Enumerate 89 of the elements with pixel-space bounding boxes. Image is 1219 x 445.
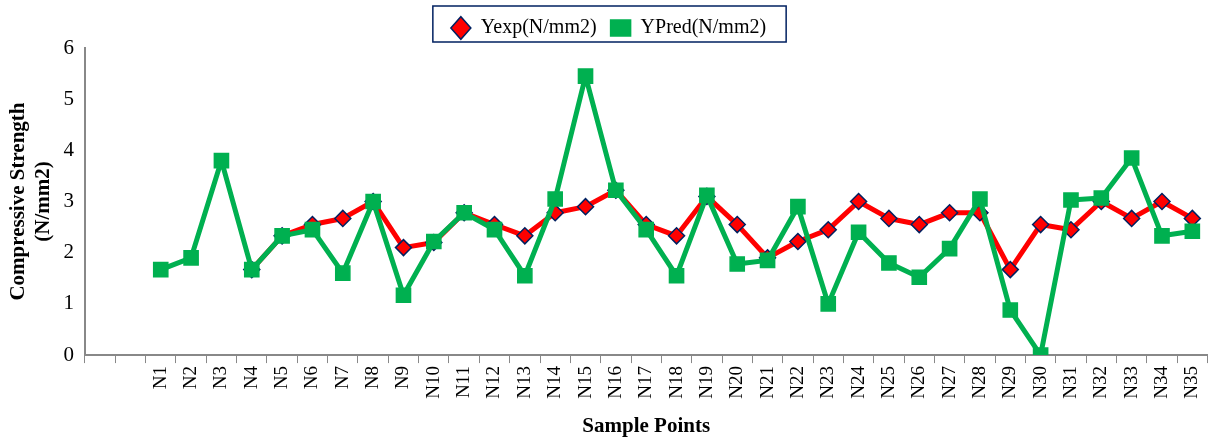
point [304,221,321,238]
y-tick-label: 6 [63,34,74,59]
point [576,197,595,216]
x-tick-label: N25 [876,366,898,399]
point [940,204,959,222]
point [910,215,929,234]
x-tick-label: N19 [694,366,716,399]
x-tick-label: N24 [846,365,868,399]
x-tick-label: N13 [512,366,534,399]
point [1123,150,1140,166]
x-tick-label: N18 [664,366,686,399]
point [850,224,867,241]
x-tick-label: N15 [573,366,595,399]
point [1093,190,1110,206]
point [667,227,686,245]
legend-label: YPred(N/mm2) [640,15,767,39]
point [395,287,412,304]
x-tick-label: N8 [361,366,383,390]
point [1153,192,1171,211]
point [334,265,351,282]
point [334,209,352,228]
x-tick-label: N12 [482,366,504,399]
point [820,296,837,312]
x-tick-label: N9 [391,366,413,390]
point [152,261,169,278]
point [941,240,958,257]
x-tick-label: N14 [543,365,565,399]
x-tick-label: N5 [270,366,292,390]
point [213,152,230,169]
x-tick-label: N26 [907,366,929,399]
x-tick-label: N34 [1149,365,1171,399]
x-tick-label: N10 [421,366,443,399]
point [881,255,897,271]
x-tick-label: N32 [1089,366,1111,399]
x-tick-label: N27 [937,366,959,399]
x-tick-label: N2 [179,366,201,390]
point [790,198,806,215]
x-tick-label: N29 [998,366,1020,399]
x-tick-label: N31 [1058,366,1080,399]
x-tick-label: N6 [300,366,322,390]
point [759,252,776,269]
point [729,256,746,272]
x-tick-label: N17 [634,366,656,399]
x-tick-label: N11 [452,366,474,399]
y-tick-label: 0 [63,341,74,366]
point [668,267,685,284]
x-tick-label: N1 [148,366,170,390]
point [1184,223,1201,240]
x-tick-label: N4 [239,365,261,390]
point [1001,260,1020,279]
x-tick-label: N23 [816,366,838,399]
x-tick-label: N22 [785,366,807,399]
x-tick-label: N3 [209,366,231,390]
point [638,221,655,238]
point [394,238,413,257]
point [849,192,868,211]
point [819,220,837,239]
point [972,191,988,207]
x-tick-label: N35 [1180,366,1202,399]
point [547,191,563,207]
x-tick-label: N21 [755,366,777,399]
y-tick-label: 2 [63,239,74,264]
y-tick-label: 3 [63,188,74,213]
y-tick-label: 1 [63,290,74,315]
x-tick-label: N7 [330,366,352,390]
point [577,68,594,84]
point [728,215,746,234]
y-axis-title: Compressive Strength (N/mm2) [5,102,55,301]
point [516,227,534,245]
point [183,250,199,266]
point [486,221,503,238]
point [911,269,928,286]
x-tick-label: N20 [725,366,747,399]
y-tick-label: 5 [63,85,74,110]
x-tick-label: N16 [603,366,625,399]
point [1031,215,1050,234]
point [1154,228,1170,244]
y-tick-label: 4 [63,136,75,161]
x-tick-label: N33 [1119,366,1141,399]
point [517,267,533,284]
x-tick-label: N30 [1028,366,1050,399]
point [1002,302,1019,318]
point [1063,192,1079,208]
x-axis-title: Sample Points [582,412,711,437]
point [789,232,807,251]
point [880,209,898,228]
legend-label: Yexp(N/mm2) [480,15,597,39]
x-tick-label: N28 [967,366,989,399]
point [1122,209,1141,228]
